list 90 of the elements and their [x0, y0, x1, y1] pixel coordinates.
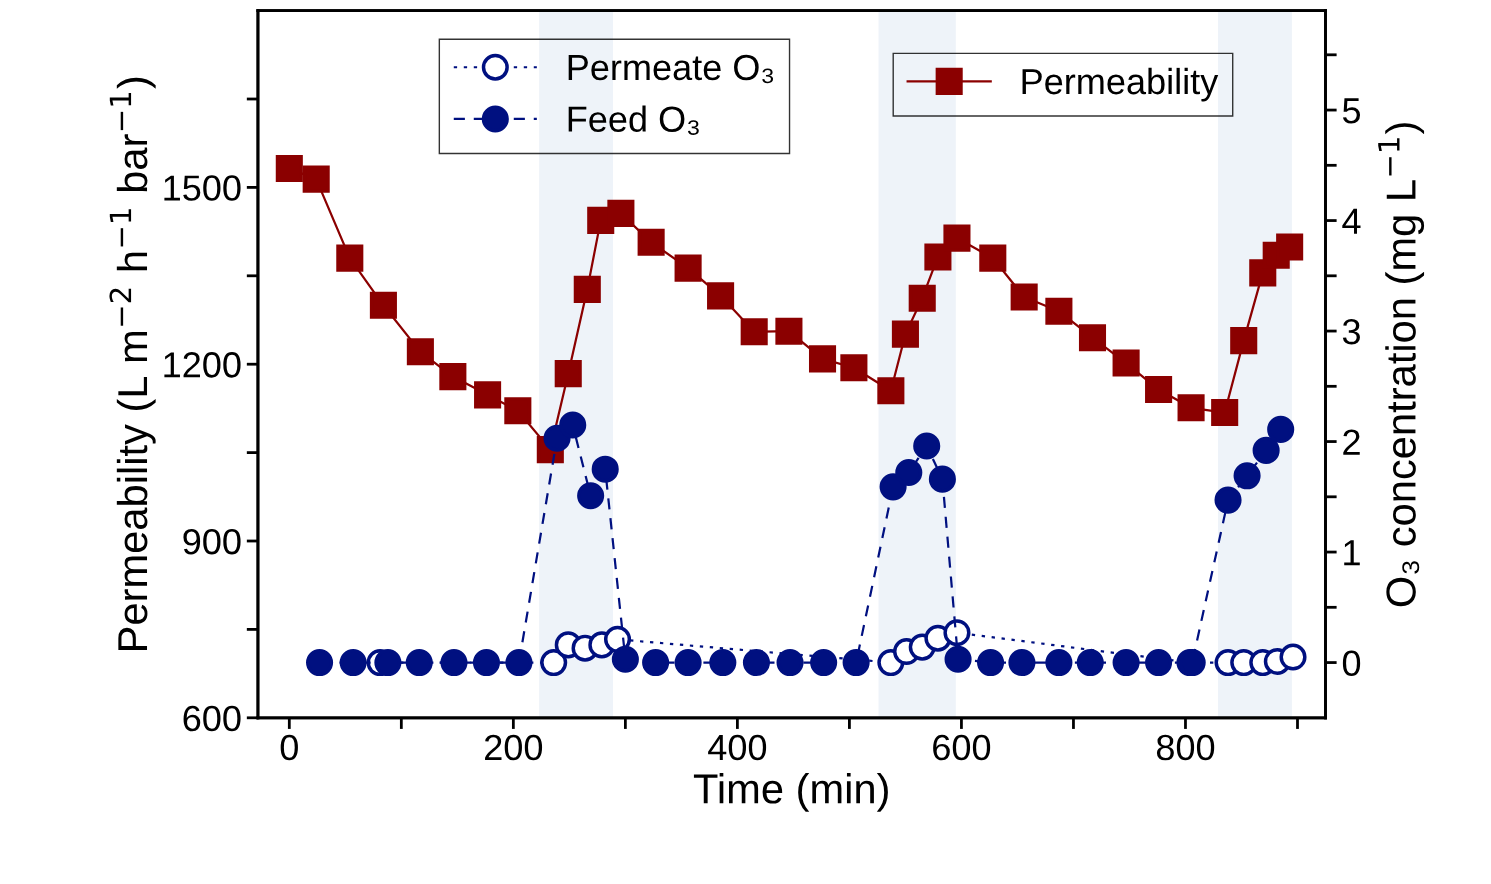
point — [1145, 649, 1173, 677]
point — [405, 649, 433, 677]
point — [374, 649, 402, 677]
point — [369, 291, 397, 319]
point — [674, 649, 702, 677]
point — [607, 199, 635, 227]
x-tick-label: 0 — [280, 734, 298, 761]
point — [1230, 327, 1258, 355]
y-tick-label: 600 — [183, 705, 241, 732]
y2-tick-label: 1 — [1344, 540, 1360, 566]
y-tick-label: 900 — [183, 528, 241, 555]
point — [943, 619, 971, 647]
point — [504, 397, 532, 425]
point — [810, 649, 838, 677]
point — [840, 354, 868, 382]
point — [1276, 233, 1304, 261]
point — [540, 649, 568, 677]
point — [1267, 415, 1295, 443]
legend-label: Permeability — [1022, 67, 1219, 102]
point — [1252, 436, 1280, 464]
point — [776, 649, 804, 677]
point — [707, 282, 735, 310]
y-tick-label: 1200 — [164, 352, 241, 378]
point — [924, 243, 952, 271]
point — [1177, 394, 1205, 422]
point — [1008, 649, 1036, 677]
point — [1045, 649, 1073, 677]
y2-tick-label: 4 — [1342, 208, 1361, 234]
point — [895, 458, 923, 487]
x-tick-label: 800 — [1156, 734, 1215, 761]
x-tick-label: 400 — [708, 734, 767, 761]
point — [1145, 376, 1173, 404]
point — [740, 318, 768, 346]
point — [842, 649, 870, 677]
x-axis-title: Time (min) — [693, 773, 888, 812]
point — [908, 284, 936, 312]
point — [505, 649, 533, 677]
point — [1078, 324, 1107, 352]
point — [979, 244, 1007, 272]
point — [554, 360, 582, 388]
point — [577, 482, 605, 510]
x-tick-label: 200 — [485, 734, 543, 761]
point — [474, 381, 502, 409]
point — [1010, 283, 1038, 311]
point — [440, 649, 468, 677]
point — [275, 155, 303, 183]
y2-axis-title: O₃ concentration (mg L$^{−1}$) — [1378, 123, 1425, 607]
y2-tick-label: 5 — [1342, 98, 1361, 124]
point — [1076, 649, 1104, 677]
point — [439, 363, 467, 391]
point — [406, 338, 434, 366]
point — [943, 224, 971, 252]
point — [1214, 486, 1242, 514]
point — [742, 649, 770, 677]
point — [302, 165, 330, 193]
legend-label: Permeate O₃ — [568, 54, 774, 84]
point — [775, 317, 803, 345]
point — [674, 254, 702, 282]
point — [944, 645, 972, 673]
point — [559, 411, 587, 439]
y2-tick-label: 0 — [1342, 650, 1361, 676]
point — [573, 275, 601, 303]
point — [879, 473, 907, 501]
y2-tick-label: 2 — [1343, 429, 1360, 455]
point — [472, 649, 501, 677]
point — [1045, 297, 1073, 325]
point — [591, 455, 619, 483]
point — [1233, 462, 1261, 490]
legend-label: Feed O₃ — [568, 105, 699, 135]
point — [928, 465, 956, 493]
point — [339, 649, 367, 677]
y-tick-label: 1500 — [164, 175, 241, 201]
point — [1112, 349, 1140, 377]
point — [977, 649, 1005, 677]
point — [913, 432, 941, 460]
point — [637, 228, 665, 256]
point — [891, 320, 919, 348]
point — [611, 645, 639, 673]
point — [808, 345, 837, 373]
point — [877, 377, 905, 405]
y2-tick-label: 3 — [1342, 318, 1360, 345]
point — [1211, 398, 1239, 427]
point — [1279, 643, 1307, 671]
point — [709, 649, 737, 677]
point — [336, 244, 364, 272]
y-axis-title: Permeability (L m$^{−2}$ h$^{−1}$ bar$^{−1}$) — [109, 77, 156, 650]
point — [642, 649, 670, 677]
point — [1112, 649, 1140, 677]
x-tick-label: 600 — [933, 734, 991, 761]
point — [306, 649, 334, 677]
